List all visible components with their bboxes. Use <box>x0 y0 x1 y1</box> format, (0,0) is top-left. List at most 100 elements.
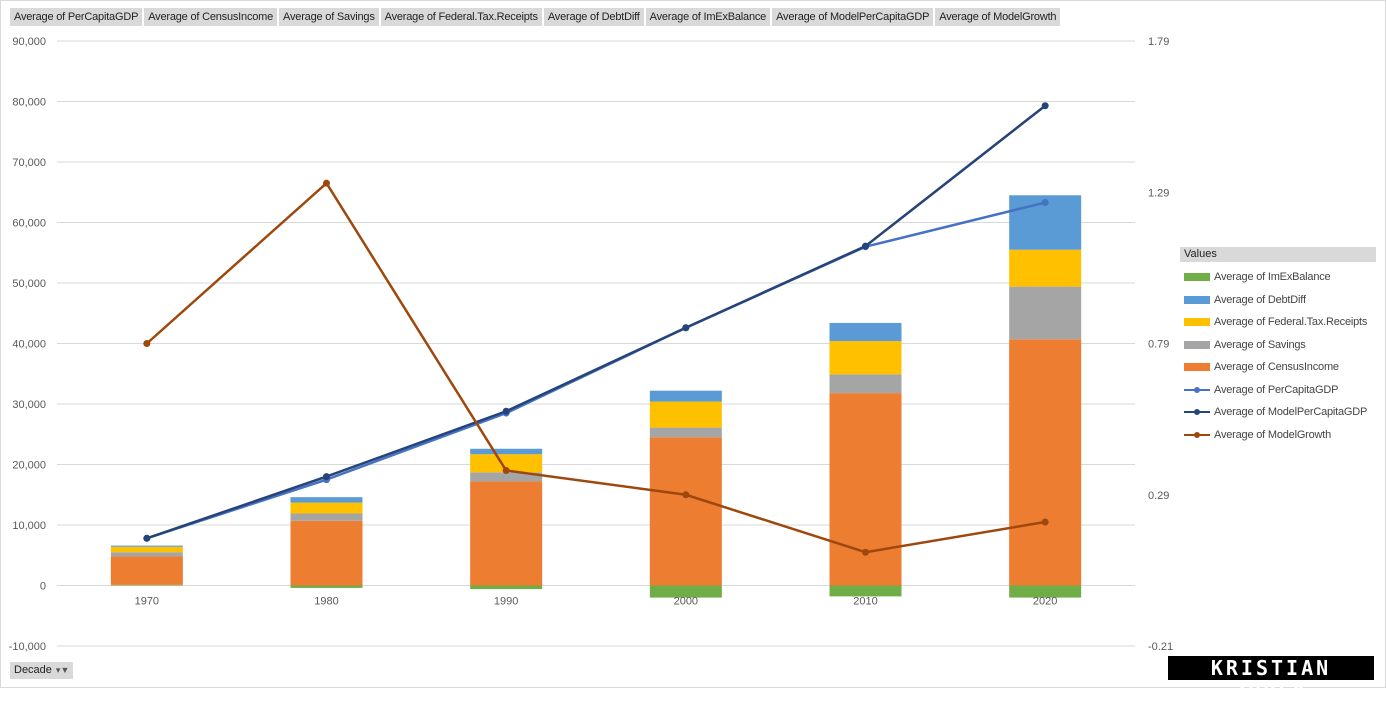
bar-segment-average-of-debtdiff <box>649 390 722 402</box>
legend-label: Average of ModelGrowth <box>1214 428 1332 441</box>
series-point <box>862 242 869 250</box>
legend-label: Average of Savings <box>1214 338 1306 351</box>
bar-segment-average-of-imexbalance <box>649 585 722 598</box>
series-line-average-of-modelpercapitagdp <box>146 104 1046 540</box>
y-left-tick-label: 0 <box>40 581 46 593</box>
bar-segment-average-of-censusincome <box>1009 339 1082 586</box>
legend-swatch-icon <box>1184 357 1210 377</box>
legend-swatch-icon <box>1184 290 1210 310</box>
x-tick-label: 2000 <box>674 596 698 608</box>
legend-label: Average of ImExBalance <box>1214 271 1331 284</box>
series-point <box>1041 518 1049 526</box>
legend-label: Average of ModelPerCapitaGDP <box>1214 406 1368 419</box>
legend-item[interactable]: Average of DebtDiff <box>1180 289 1376 312</box>
field-button[interactable]: Average of DebtDiff <box>543 8 644 26</box>
bar-segment-average-of-federal-tax-receipts <box>649 401 722 428</box>
decade-label: Decade <box>14 664 52 676</box>
legend-label: Average of CensusIncome <box>1214 361 1339 374</box>
bar-segment-average-of-censusincome <box>290 520 363 586</box>
field-button[interactable]: Average of ModelPerCapitaGDP <box>772 8 934 26</box>
bar-segment-average-of-imexbalance <box>829 585 902 597</box>
legend-item[interactable]: Average of Federal.Tax.Receipts <box>1180 311 1376 334</box>
bar-segment-average-of-censusincome <box>829 393 902 586</box>
value-field-buttons: Average of PerCapitaGDP Average of Census… <box>10 8 1061 26</box>
y-left-tick-label: 80,000 <box>12 97 46 109</box>
y-left-tick-label: -10,000 <box>9 641 46 653</box>
legend-item[interactable]: Average of Savings <box>1180 334 1376 357</box>
field-button[interactable]: Average of PerCapitaGDP <box>10 8 143 26</box>
bar-segment-average-of-savings <box>1009 286 1082 340</box>
bar-segment-average-of-federal-tax-receipts <box>470 454 543 473</box>
y-left-tick-label: 70,000 <box>12 157 46 169</box>
bar-segment-average-of-imexbalance <box>1009 585 1082 598</box>
legend-item[interactable]: Average of CensusIncome <box>1180 356 1376 379</box>
bar-segment-average-of-debtdiff <box>290 497 363 503</box>
legend-swatch-icon <box>1184 380 1210 400</box>
legend-swatch-icon <box>1184 335 1210 355</box>
x-tick-label: 1980 <box>314 596 338 608</box>
field-button[interactable]: Average of ImExBalance <box>645 8 771 26</box>
series-line-average-of-modelgrowth <box>146 181 1046 554</box>
legend-title[interactable]: Values <box>1180 247 1376 262</box>
legend-swatch-icon <box>1184 402 1210 422</box>
bar-segment-average-of-debtdiff <box>829 322 902 342</box>
bar-segment-average-of-debtdiff <box>110 545 183 547</box>
series-point <box>323 179 330 187</box>
y-right-tick-label: -0.21 <box>1148 641 1173 653</box>
filter-dropdown-icon[interactable]: ▾▼ <box>55 665 70 675</box>
bar-segment-average-of-federal-tax-receipts <box>1009 249 1082 287</box>
combo-chart: -10,000 0 10,000 20,000 30,000 40,000 50,000 60… <box>9 36 1173 653</box>
legend-item[interactable]: Average of ModelGrowth <box>1180 424 1376 447</box>
series-point <box>143 340 151 347</box>
y-right-tick-label: 0.79 <box>1148 339 1169 351</box>
bar-segment-average-of-savings <box>290 513 363 521</box>
legend: Values Average of ImExBalance Average of … <box>1180 247 1376 446</box>
legend-label: Average of PerCapitaGDP <box>1214 383 1339 396</box>
bar-segment-average-of-imexbalance <box>290 585 363 588</box>
y-left-tick-label: 10,000 <box>12 520 46 532</box>
series-point <box>1041 199 1049 207</box>
field-button[interactable]: Average of ModelGrowth <box>935 8 1061 26</box>
y-left-tick-label: 30,000 <box>12 399 46 411</box>
decade-field-button[interactable]: Decade ▾▼ <box>10 662 74 679</box>
bar-segment-average-of-censusincome <box>649 437 722 586</box>
series-point <box>1041 102 1049 110</box>
bar-segment-average-of-federal-tax-receipts <box>290 502 363 514</box>
bar-segment-average-of-savings <box>470 472 543 482</box>
legend-swatch-icon <box>1184 312 1210 332</box>
bar-segment-average-of-imexbalance <box>110 584 183 586</box>
series-point <box>323 473 330 481</box>
kristian-zubek-logo: KRISTIAN ZUBEK <box>1168 656 1374 704</box>
legend-item[interactable]: Average of ModelPerCapitaGDP <box>1180 401 1376 424</box>
x-tick-label: 1970 <box>135 596 159 608</box>
bar-segment-average-of-savings <box>110 552 183 557</box>
y-left-tick-label: 40,000 <box>12 339 46 351</box>
bar-segment-average-of-savings <box>649 427 722 438</box>
bar-segment-average-of-censusincome <box>470 481 543 586</box>
series-point <box>682 491 690 499</box>
series-point <box>502 467 510 475</box>
y-right-tick-label: 1.79 <box>1148 36 1169 48</box>
x-tick-label: 2010 <box>853 596 877 608</box>
legend-label: Average of DebtDiff <box>1214 293 1306 306</box>
legend-label: Average of Federal.Tax.Receipts <box>1214 316 1368 329</box>
legend-swatch-icon <box>1184 267 1210 287</box>
bar-segment-average-of-federal-tax-receipts <box>829 341 902 375</box>
bar-segment-average-of-federal-tax-receipts <box>110 546 183 553</box>
field-button[interactable]: Average of Savings <box>279 8 379 26</box>
field-button[interactable]: Average of CensusIncome <box>144 8 278 26</box>
legend-item[interactable]: Average of PerCapitaGDP <box>1180 379 1376 402</box>
y-left-tick-label: 90,000 <box>12 36 46 48</box>
bar-segment-average-of-imexbalance <box>470 585 543 590</box>
x-tick-label: 2020 <box>1033 596 1057 608</box>
field-button[interactable]: Average of Federal.Tax.Receipts <box>380 8 542 26</box>
y-right-tick-label: 0.29 <box>1148 490 1169 502</box>
y-left-tick-label: 20,000 <box>12 460 46 472</box>
y-left-tick-label: 60,000 <box>12 218 46 230</box>
legend-swatch-icon <box>1184 425 1210 445</box>
legend-item[interactable]: Average of ImExBalance <box>1180 266 1376 289</box>
bar-segment-average-of-debtdiff <box>470 448 543 455</box>
series-point <box>682 324 690 332</box>
y-left-tick-label: 50,000 <box>12 278 46 290</box>
series-point <box>143 534 151 542</box>
